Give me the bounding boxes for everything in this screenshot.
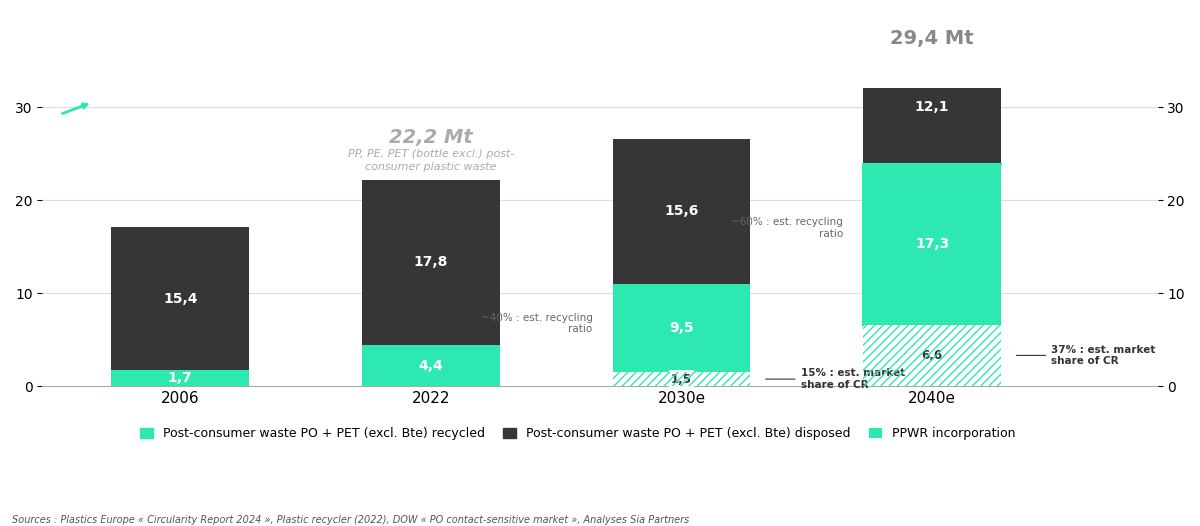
Text: 17,3: 17,3 xyxy=(914,237,949,251)
Text: 1,7: 1,7 xyxy=(168,371,192,385)
Text: 1,5: 1,5 xyxy=(671,372,692,386)
Text: 22,2 Mt: 22,2 Mt xyxy=(389,128,473,147)
Bar xyxy=(612,372,750,386)
Text: 17,8: 17,8 xyxy=(414,255,448,269)
Legend: Post-consumer waste PO + PET (excl. Bte) recycled, Post-consumer waste PO + PET : Post-consumer waste PO + PET (excl. Bte)… xyxy=(136,422,1020,446)
Text: Sources : Plastics Europe « Circularity Report 2024 », Plastic recycler (2022), : Sources : Plastics Europe « Circularity … xyxy=(12,515,689,525)
Bar xyxy=(612,139,750,284)
Bar xyxy=(112,227,250,370)
Bar xyxy=(863,325,1001,386)
Text: 15,4: 15,4 xyxy=(163,291,198,306)
Text: 4,4: 4,4 xyxy=(419,359,443,372)
Bar xyxy=(612,372,750,386)
Text: 9,5: 9,5 xyxy=(670,321,694,335)
Text: ~40% : est. recycling
ratio: ~40% : est. recycling ratio xyxy=(481,313,593,335)
Bar xyxy=(863,164,1001,325)
Text: ~60% : est. recycling
ratio: ~60% : est. recycling ratio xyxy=(731,217,844,239)
Text: 15% : est. market
share of CR: 15% : est. market share of CR xyxy=(766,368,905,390)
Bar xyxy=(612,284,750,372)
Text: 37% : est. market
share of CR: 37% : est. market share of CR xyxy=(1016,345,1156,366)
Bar xyxy=(863,51,1001,164)
Text: 29,4 Mt: 29,4 Mt xyxy=(890,29,974,48)
Bar xyxy=(362,179,499,345)
Bar xyxy=(362,345,499,386)
Bar xyxy=(112,370,250,386)
Text: 6,6: 6,6 xyxy=(922,349,943,362)
Bar xyxy=(863,325,1001,386)
Text: 12,1: 12,1 xyxy=(914,100,949,115)
Text: 15,6: 15,6 xyxy=(665,204,698,218)
Text: PP, PE, PET (bottle excl.) post-
consumer plastic waste: PP, PE, PET (bottle excl.) post- consume… xyxy=(348,149,514,172)
